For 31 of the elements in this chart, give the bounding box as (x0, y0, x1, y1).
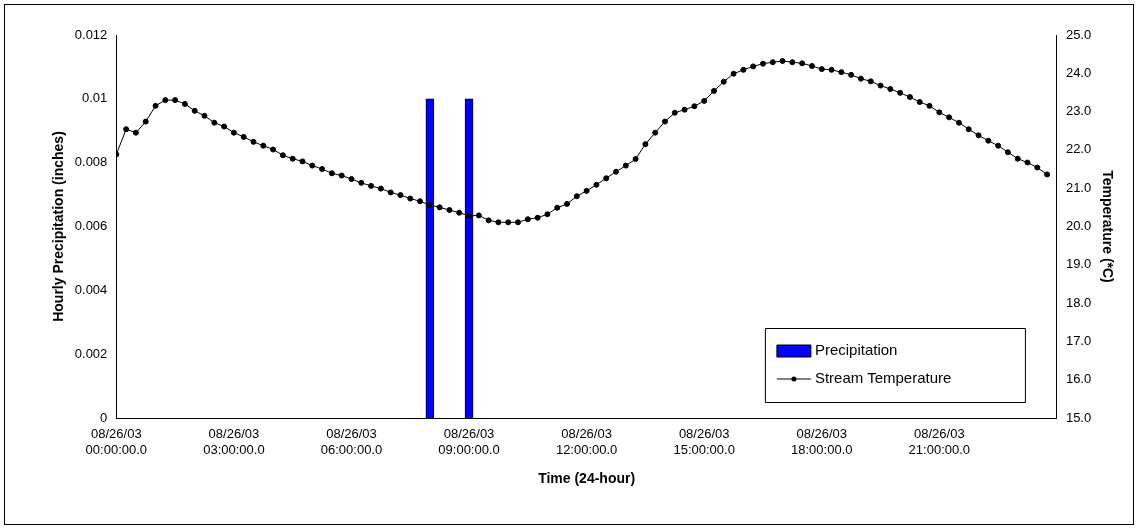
x-tick-label: 08/26/03 06:00:00.0 (320, 426, 383, 457)
y-tick-label: 0.004 (74, 281, 108, 297)
x-tick-label: 08/26/03 03:00:00.0 (203, 426, 265, 457)
y-tick-label: 0.006 (74, 218, 108, 234)
y-tick-label: 0.002 (74, 345, 108, 361)
y2-tick-label: 15.0 (1065, 409, 1092, 425)
x-tick-label: 08/26/03 15:00:00.0 (673, 426, 735, 457)
y2-tick-label: 25.0 (1065, 26, 1092, 42)
y2-tick-label: 19.0 (1065, 256, 1092, 272)
x-tick-label: 08/26/03 12:00:00.0 (555, 426, 618, 457)
y2-tick-label: 17.0 (1065, 332, 1092, 348)
y2-tick-label: 21.0 (1065, 179, 1092, 195)
y2-tick-label: 22.0 (1065, 141, 1092, 157)
y2-tick-label: 20.0 (1065, 218, 1092, 234)
x-tick-label: 08/26/03 09:00:00.0 (438, 426, 500, 457)
y-tick-label: 0.01 (82, 90, 108, 106)
y-tick-label: 0 (100, 409, 108, 425)
legend-label: Precipitation (814, 341, 898, 359)
y2-tick-label: 23.0 (1065, 103, 1092, 119)
y2-tick-label: 16.0 (1065, 371, 1092, 387)
x-tick-label: 08/26/03 21:00:00.0 (908, 426, 971, 457)
x-tick-label: 08/26/03 00:00:00.0 (85, 426, 148, 457)
y-tick-label: 0.012 (74, 26, 108, 42)
y2-tick-label: 24.0 (1065, 64, 1092, 80)
y-axis-title: Hourly Precipitation (inches) (50, 131, 67, 322)
x-tick-label: 08/26/03 18:00:00.0 (791, 426, 853, 457)
legend-label: Stream Temperature (814, 369, 952, 387)
y-tick-label: 0.008 (74, 154, 108, 170)
y2-axis-title: Temperature (*C) (1099, 170, 1116, 283)
x-axis-title: Time (24-hour) (538, 470, 636, 487)
y2-tick-label: 18.0 (1065, 294, 1092, 310)
